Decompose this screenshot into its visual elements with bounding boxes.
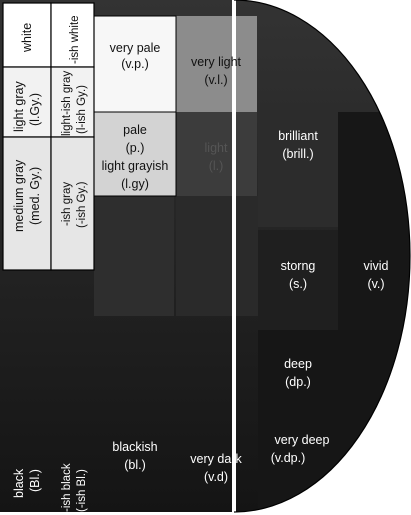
light-ish-gray-cell [50,66,95,138]
label-blackish-abbr: (bl.) [124,458,146,472]
tone-block [258,230,338,330]
label-deep-abbr: (dp.) [285,375,311,389]
label-very-deep-abbr: (v.dp.) [271,451,306,465]
label-brilliant: brilliant [278,129,318,143]
label-very-pale: very pale [110,41,161,55]
label-very-light-abbr: (v.l.) [204,73,227,87]
label-vivid: vivid [363,259,388,273]
label-pale: pale [123,123,147,137]
label-very-pale-abbr: (v.p.) [121,57,149,71]
label-very-deep: very deep [275,433,330,447]
label-light-ish-gray-abbr: (l-ish Gy.) [76,85,88,134]
label-very-light: very light [191,55,242,69]
tone-block [258,112,338,227]
label-light-ish-gray: light-ish gray [61,71,73,136]
ish-gray-cell [50,136,95,271]
light-gray-cell [2,66,52,138]
very-pale-cell [93,15,177,113]
label-white: white [20,23,34,53]
tone-block [94,196,174,316]
label-vivid-abbr: (v.) [367,277,384,291]
label-ish-black-abbr: (-ish Bl.) [76,469,88,512]
label-light-abbr: (l.) [209,159,224,173]
label-light-gray-abbr: (l.Gy.) [28,93,42,126]
label-pale-abbr: (p.) [126,141,145,155]
ish-white-cell [50,2,95,68]
label-medium-gray: medium gray [12,159,26,232]
label-light-grayish-abbr: (l.gy) [121,177,149,191]
label-light: light [205,141,228,155]
label-strong-abbr: (s.) [289,277,307,291]
tone-block [176,196,258,316]
label-blackish: blackish [112,440,157,454]
label-light-gray: light gray [12,81,26,132]
white-cell [2,2,52,68]
label-ish-gray-abbr: (-ish Gy.) [76,181,88,228]
label-deep: deep [284,357,312,371]
label-ish-gray: -ish gray [61,182,73,226]
separator-line [232,0,236,512]
very-light-cell [176,16,257,112]
label-black-abbr: (Bl.) [28,469,42,492]
pale-cell [93,111,177,197]
chart-arc [233,0,411,513]
tone-block [258,330,410,512]
label-strong: storng [281,259,316,273]
tone-block [338,112,410,332]
label-ish-white: -ish white [69,15,81,64]
label-medium-gray-abbr: (med. Gy.) [28,167,42,225]
label-black: black [12,468,26,498]
label-brilliant-abbr: (brill.) [282,147,313,161]
label-light-grayish: light grayish [102,159,169,173]
label-very-dark: very dark [190,452,242,466]
light-cell [176,112,257,196]
medium-gray-cell [2,136,52,271]
label-very-dark-abbr: (v.d) [204,470,228,484]
label-ish-black: -ish black [61,463,73,512]
